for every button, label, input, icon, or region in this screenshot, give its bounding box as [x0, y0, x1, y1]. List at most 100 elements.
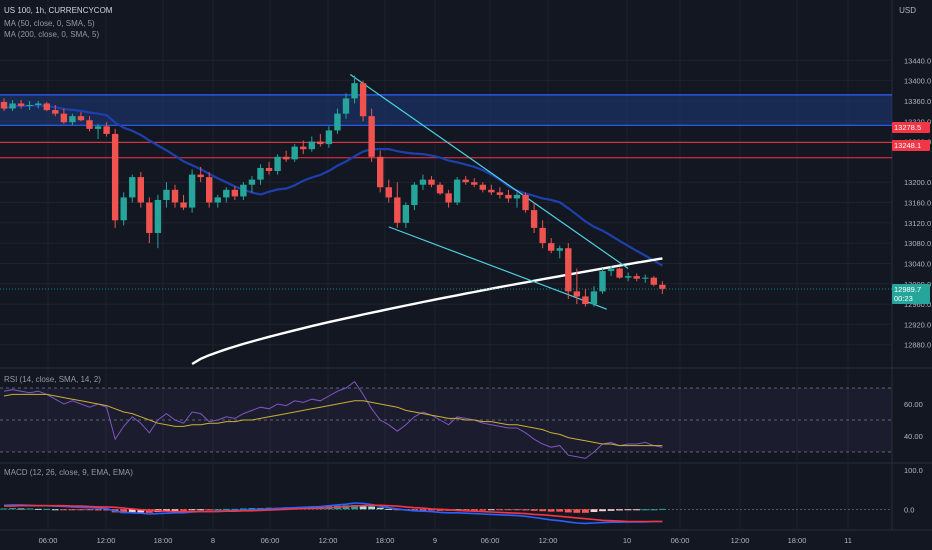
price-pane[interactable] — [0, 74, 892, 366]
time-axis[interactable]: 06:00 12:00 18:00 8 06:00 12:00 18:00 9 06:00 12:… — [39, 536, 852, 545]
macd-histogram-bar — [240, 508, 247, 510]
macd-histogram-bar — [599, 509, 606, 512]
macd-histogram-bar — [573, 509, 581, 513]
candle-body — [496, 192, 504, 195]
ma200-line — [191, 257, 663, 366]
macd-histogram-bar — [128, 509, 136, 513]
candle-body — [539, 227, 546, 244]
ma200-label[interactable]: MA (200, close, 0, SMA, 5) — [4, 30, 100, 39]
last-price-tag: 12989.7 00:23 — [892, 284, 930, 304]
candle-body — [556, 248, 563, 251]
time-tick-label: 12:00 — [97, 536, 116, 545]
macd-histogram-bar — [479, 509, 487, 511]
macd-histogram-bar — [376, 507, 384, 510]
rsi-ma-line — [3, 393, 663, 447]
candle-body — [582, 296, 589, 305]
time-tick-label: 18:00 — [154, 536, 173, 545]
price-tick-label: 12920.0 — [904, 320, 931, 329]
candle-body — [17, 103, 25, 107]
symbol-title[interactable]: US 100, 1h, CURRENCYCOM — [4, 6, 113, 15]
time-tick-label: 12:00 — [731, 536, 750, 545]
candle-body — [43, 103, 50, 111]
candle-body — [120, 197, 127, 221]
macd-histogram-bar — [94, 509, 102, 511]
candle-body — [240, 184, 247, 197]
macd-histogram-bar — [51, 509, 59, 511]
candle-body — [650, 277, 657, 285]
macd-histogram-bar — [248, 508, 256, 510]
time-tick-label: 06:00 — [481, 536, 500, 545]
macd-histogram-bar — [17, 508, 25, 510]
macd-histogram-bar — [351, 504, 358, 510]
candle-body — [471, 182, 478, 185]
time-tick-label: 9 — [433, 536, 437, 545]
macd-histogram-bar — [0, 508, 8, 510]
macd-histogram-bar — [428, 509, 435, 511]
macd-histogram-bar — [658, 508, 666, 510]
macd-histogram-bar — [222, 508, 230, 510]
price-tick-label: 13160.0 — [904, 199, 931, 208]
time-tick-label: 12:00 — [539, 536, 558, 545]
candle-body — [52, 110, 59, 114]
rsi-tick-label: 60.00 — [904, 400, 923, 409]
macd-histogram-bar — [496, 509, 504, 511]
candle-body — [300, 146, 307, 150]
candle-body — [77, 116, 85, 121]
macd-histogram-bar — [633, 509, 641, 511]
candle-body — [402, 205, 410, 223]
macd-histogram-bar — [197, 509, 205, 511]
candle-body — [359, 83, 367, 117]
price-tick-label: 13200.0 — [904, 178, 931, 187]
price-tick-label: 12880.0 — [904, 341, 931, 350]
ma50-line — [3, 104, 663, 267]
macd-label[interactable]: MACD (12, 26, close, 9, EMA, EMA) — [4, 468, 133, 477]
candle-body — [206, 177, 213, 203]
macd-histogram-bar — [86, 509, 93, 511]
candle-body — [488, 189, 495, 193]
candle-body — [317, 141, 324, 145]
candle-body — [419, 179, 427, 185]
candle-body — [607, 268, 615, 272]
candle-body — [522, 194, 529, 211]
macd-histogram-bar — [564, 509, 572, 513]
macd-histogram-bar — [513, 509, 521, 511]
candle-body — [274, 156, 281, 172]
macd-histogram-bar — [582, 509, 589, 513]
candle-body — [642, 277, 649, 279]
macd-histogram-bar — [522, 509, 529, 511]
rsi-line — [3, 380, 663, 459]
candle-body — [453, 179, 461, 203]
rsi-label[interactable]: RSI (14, close, SMA, 14, 2) — [4, 375, 101, 384]
macd-histogram-bar — [385, 508, 393, 510]
supply-zone-rect — [0, 94, 892, 126]
rsi-pane[interactable] — [0, 380, 892, 459]
price-axis[interactable]: 13440.013400.013360.013320.013280.013200… — [904, 56, 931, 514]
candle-body — [633, 276, 640, 279]
candle-body — [282, 156, 290, 160]
supply-zone — [0, 94, 892, 126]
candle-body — [231, 189, 239, 197]
candle-body — [368, 116, 375, 157]
candle-body — [0, 101, 8, 109]
candle-body — [530, 210, 538, 228]
macd-histogram-bar — [368, 506, 376, 510]
time-tick-label: 18:00 — [376, 536, 395, 545]
candle-body — [171, 189, 179, 203]
time-tick-label: 18:00 — [788, 536, 807, 545]
price-tick-label: 13320.0 — [904, 117, 931, 126]
ma50-label[interactable]: MA (50, close, 0, SMA, 5) — [4, 19, 95, 28]
time-tick-label: 06:00 — [39, 536, 58, 545]
macd-tick-label: 0.0 — [904, 505, 914, 514]
candle-body — [214, 197, 221, 203]
candle-body — [197, 174, 204, 178]
macd-pane[interactable] — [0, 502, 892, 525]
macd-histogram-bar — [624, 509, 632, 511]
candle-body — [248, 179, 256, 185]
time-tick-label: 06:00 — [671, 536, 690, 545]
candle-body — [513, 194, 521, 199]
candle-body — [188, 174, 196, 208]
macd-histogram-bar — [411, 509, 418, 511]
price-tick-label: 13400.0 — [904, 77, 931, 86]
macd-histogram-bar — [214, 509, 222, 511]
